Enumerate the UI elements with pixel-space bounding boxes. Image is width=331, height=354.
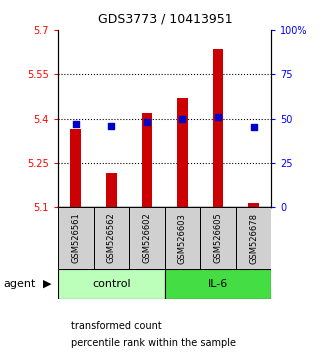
Bar bbox=[58, 207, 93, 269]
Text: GSM526678: GSM526678 bbox=[249, 212, 258, 264]
Text: transformed count: transformed count bbox=[71, 321, 162, 331]
Bar bbox=[58, 269, 165, 299]
Text: GSM526602: GSM526602 bbox=[142, 213, 151, 263]
Text: GDS3773 / 10413951: GDS3773 / 10413951 bbox=[98, 12, 233, 25]
Bar bbox=[213, 49, 223, 207]
Point bbox=[144, 119, 150, 125]
Bar bbox=[177, 98, 188, 207]
Point bbox=[109, 123, 114, 129]
Point bbox=[251, 125, 256, 130]
Text: agent: agent bbox=[3, 279, 36, 289]
Text: GSM526562: GSM526562 bbox=[107, 213, 116, 263]
Text: GSM526605: GSM526605 bbox=[213, 213, 222, 263]
Text: control: control bbox=[92, 279, 131, 289]
Bar bbox=[248, 202, 259, 207]
Bar bbox=[106, 173, 117, 207]
Bar bbox=[200, 207, 236, 269]
Bar bbox=[165, 269, 271, 299]
Text: GSM526561: GSM526561 bbox=[71, 213, 80, 263]
Bar bbox=[71, 129, 81, 207]
Text: IL-6: IL-6 bbox=[208, 279, 228, 289]
Bar bbox=[93, 207, 129, 269]
Point bbox=[73, 121, 78, 127]
Bar bbox=[165, 207, 200, 269]
Text: ▶: ▶ bbox=[43, 279, 51, 289]
Bar bbox=[142, 113, 152, 207]
Text: percentile rank within the sample: percentile rank within the sample bbox=[71, 338, 236, 348]
Point bbox=[215, 114, 221, 120]
Point bbox=[180, 116, 185, 121]
Text: GSM526603: GSM526603 bbox=[178, 213, 187, 263]
Bar bbox=[236, 207, 271, 269]
Bar bbox=[129, 207, 165, 269]
